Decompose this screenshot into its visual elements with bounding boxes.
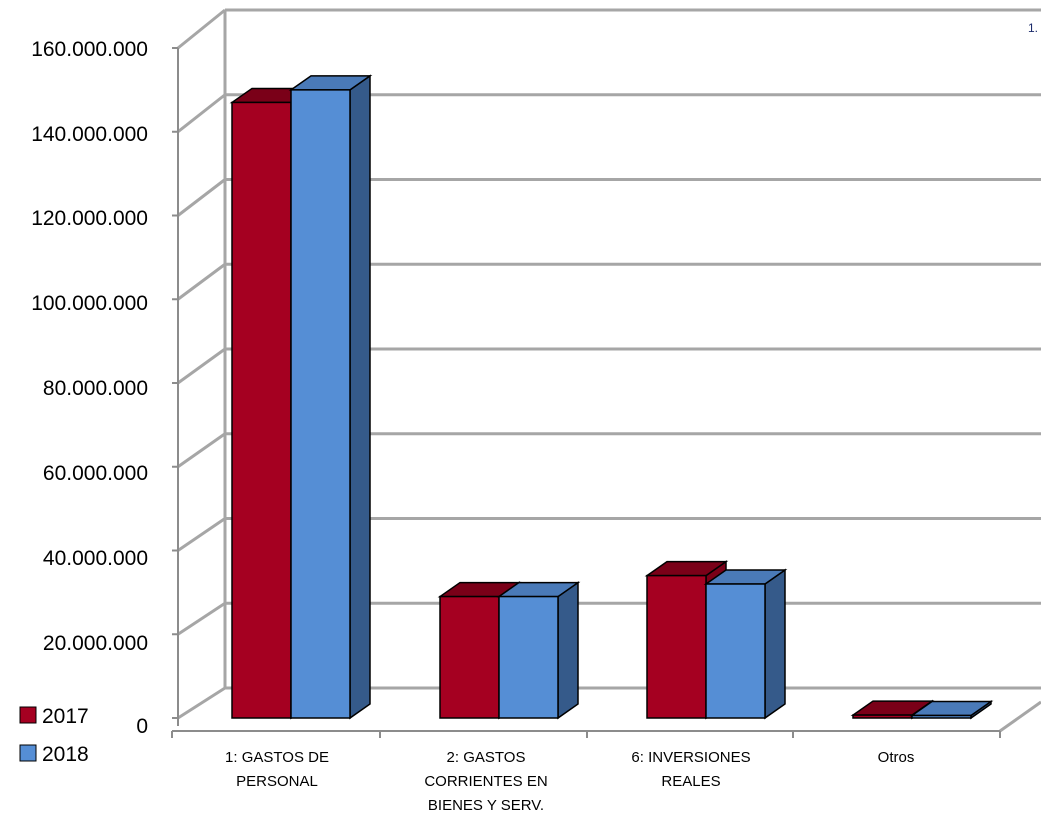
y-tick-label: 120.000.000	[31, 207, 148, 230]
bar-front	[440, 597, 499, 718]
bar-side	[350, 76, 370, 718]
bar-front	[853, 715, 912, 718]
bars	[232, 76, 991, 718]
x-tick-labels: 1: GASTOS DE PERSONAL 2: GASTOS CORRIENTES …	[225, 749, 914, 814]
y-tick-label: 40.000.000	[43, 547, 148, 570]
bar-front	[291, 90, 350, 718]
bar-2018	[291, 76, 370, 718]
gridline-side	[178, 264, 225, 299]
y-tick-label: 160.000.000	[31, 38, 148, 61]
bar-front	[647, 576, 706, 718]
bar-front	[912, 715, 971, 718]
x-tick-label: 1: GASTOS DE PERSONAL	[225, 749, 329, 790]
x-tick-label: 2: GASTOS CORRIENTES EN BIENES Y SERV.	[424, 749, 547, 814]
gridline-side	[178, 95, 225, 132]
y-tick-labels: 0 20.000.000 40.000.000 60.000.000 80.000.00…	[31, 38, 148, 738]
corner-label: 1.	[1028, 21, 1038, 35]
gridline-side	[178, 349, 225, 383]
gridline-side	[178, 180, 225, 216]
gridline-side	[178, 519, 225, 551]
legend-swatch-2018	[20, 745, 36, 761]
y-tick-label: 100.000.000	[31, 292, 148, 315]
gridline-side	[178, 434, 225, 467]
y-tick-label: 20.000.000	[43, 632, 148, 655]
y-tick-label: 80.000.000	[43, 377, 148, 400]
y-tick-label: 60.000.000	[43, 462, 148, 485]
y-tick-label: 140.000.000	[31, 123, 148, 146]
x-tick-label: 6: INVERSIONES REALES	[631, 749, 750, 790]
gridline-side	[178, 603, 225, 634]
gridline-side	[178, 10, 225, 48]
bar-2018	[499, 583, 578, 718]
bar-front	[706, 584, 765, 718]
bar-2018	[706, 570, 785, 718]
legend-swatch-2017	[20, 707, 36, 723]
legend-label-2017: 2017	[42, 705, 89, 728]
gridline-side	[178, 688, 225, 718]
bar-side	[765, 570, 785, 718]
bar-front	[232, 102, 291, 718]
bar-front	[499, 597, 558, 718]
y-tick-label: 0	[136, 715, 148, 738]
legend: 2017 2018	[20, 705, 89, 766]
bar-side	[558, 583, 578, 718]
legend-label-2018: 2018	[42, 743, 89, 766]
floor-right-edge	[1000, 702, 1041, 731]
x-tick-label: Otros	[878, 749, 915, 766]
